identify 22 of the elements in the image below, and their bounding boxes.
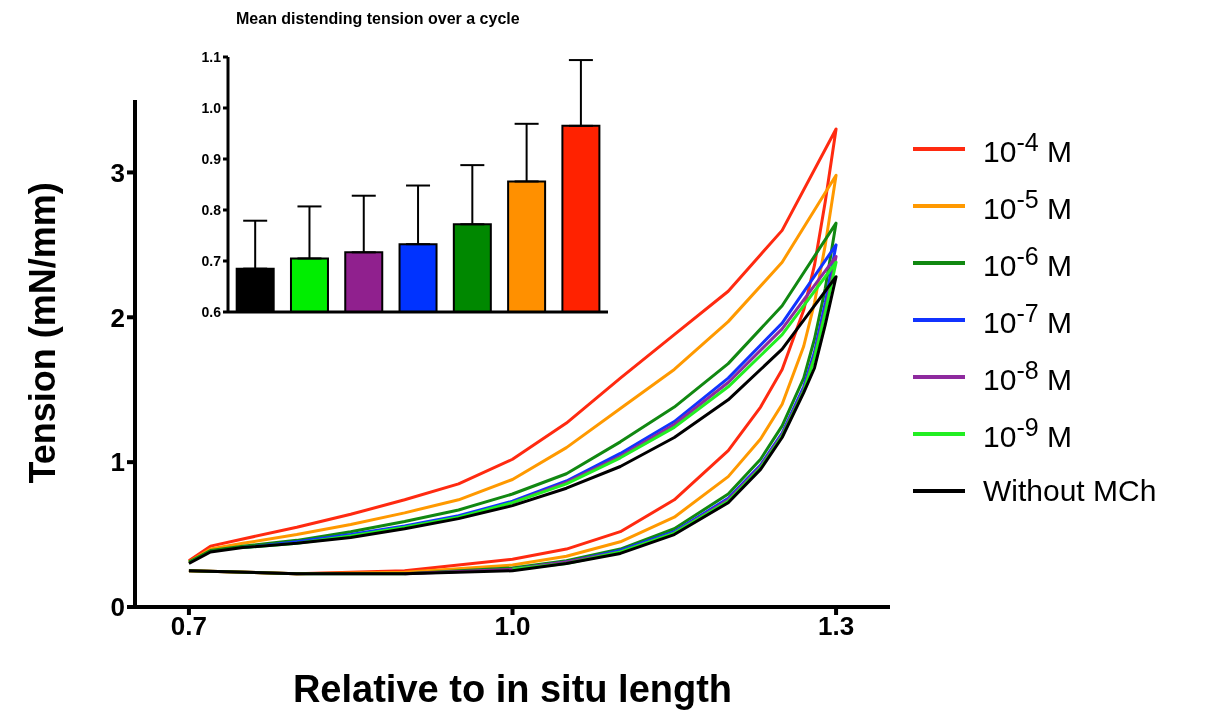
legend-label: Without MCh xyxy=(983,473,1157,508)
legend-label: 10$^{-9}$ M xyxy=(983,413,1072,454)
y-tick-label: 0.6 xyxy=(201,303,222,320)
y-tick-label: 1.1 xyxy=(201,48,222,65)
y-tick-label: 1.0 xyxy=(201,99,222,116)
y-tick-label: 1 xyxy=(110,447,125,478)
y-tick-label: 2 xyxy=(110,302,125,333)
y-tick-label: 3 xyxy=(110,157,125,188)
legend-label: 10$^{-6}$ M xyxy=(983,242,1072,283)
legend-label: 10$^{-5}$ M xyxy=(983,185,1072,226)
y-tick-label: 0.7 xyxy=(201,252,222,269)
y-tick-label: 0.9 xyxy=(201,150,222,167)
y-tick-label: 0 xyxy=(110,592,125,623)
x-axis-title: Relative to in situ length xyxy=(292,668,733,710)
y-axis-title: Tension (mN/mm) xyxy=(21,182,63,484)
x-tick-label: 1.3 xyxy=(817,611,855,642)
chart-title: Mean distending tension over a cycle xyxy=(236,10,520,28)
legend-label: 10$^{-4}$ M xyxy=(983,128,1072,169)
legend-label: 10$^{-8}$ M xyxy=(983,356,1072,397)
legend-label: 10$^{-7}$ M xyxy=(983,299,1072,340)
y-tick-label: 0.8 xyxy=(201,201,222,218)
x-tick-label: 1.0 xyxy=(494,611,531,642)
